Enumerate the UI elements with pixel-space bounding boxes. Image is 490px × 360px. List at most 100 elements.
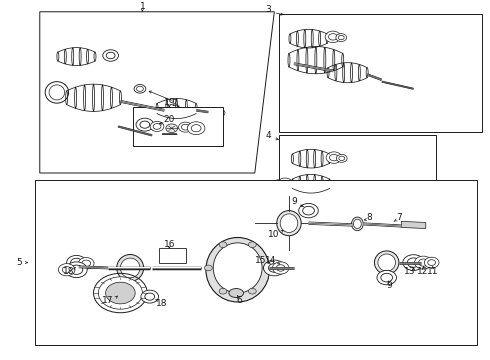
Circle shape bbox=[330, 154, 338, 161]
Circle shape bbox=[178, 122, 192, 132]
Circle shape bbox=[67, 255, 86, 270]
Circle shape bbox=[66, 262, 87, 278]
Ellipse shape bbox=[45, 82, 69, 103]
Text: 12: 12 bbox=[416, 267, 428, 276]
Circle shape bbox=[281, 180, 289, 186]
Circle shape bbox=[106, 52, 115, 59]
Circle shape bbox=[136, 118, 154, 131]
Text: 9: 9 bbox=[291, 197, 297, 206]
Bar bbox=[133, 107, 223, 146]
Circle shape bbox=[336, 33, 346, 41]
Ellipse shape bbox=[374, 251, 399, 274]
Circle shape bbox=[428, 260, 436, 265]
Circle shape bbox=[276, 265, 285, 271]
Circle shape bbox=[70, 265, 83, 274]
Circle shape bbox=[339, 156, 344, 161]
Circle shape bbox=[219, 242, 227, 248]
Circle shape bbox=[338, 35, 344, 40]
Ellipse shape bbox=[280, 214, 298, 233]
Circle shape bbox=[98, 277, 143, 309]
Bar bbox=[35, 180, 477, 345]
Ellipse shape bbox=[378, 254, 395, 271]
Text: 8: 8 bbox=[367, 212, 372, 221]
Text: 5: 5 bbox=[16, 258, 22, 267]
Text: 17: 17 bbox=[102, 296, 114, 305]
Circle shape bbox=[214, 109, 225, 117]
Circle shape bbox=[272, 262, 289, 274]
Text: 16: 16 bbox=[164, 240, 175, 249]
Text: 1: 1 bbox=[140, 2, 145, 11]
Polygon shape bbox=[40, 12, 274, 173]
Text: 18: 18 bbox=[156, 299, 168, 308]
Text: 14: 14 bbox=[265, 256, 276, 265]
Circle shape bbox=[82, 260, 91, 266]
Circle shape bbox=[204, 265, 212, 271]
Bar bbox=[159, 248, 186, 262]
Circle shape bbox=[424, 257, 439, 268]
Text: 3: 3 bbox=[266, 5, 271, 14]
Ellipse shape bbox=[277, 211, 301, 236]
Circle shape bbox=[71, 258, 82, 267]
Ellipse shape bbox=[353, 219, 361, 229]
Circle shape bbox=[103, 50, 119, 61]
Circle shape bbox=[326, 152, 342, 163]
Circle shape bbox=[137, 86, 144, 91]
Bar bbox=[279, 135, 436, 239]
Circle shape bbox=[166, 124, 177, 132]
Text: 2: 2 bbox=[172, 99, 177, 108]
Text: 19: 19 bbox=[164, 98, 175, 107]
Circle shape bbox=[407, 258, 420, 267]
Circle shape bbox=[219, 288, 227, 294]
Circle shape bbox=[181, 124, 189, 130]
Circle shape bbox=[191, 125, 201, 132]
Circle shape bbox=[58, 264, 75, 276]
Ellipse shape bbox=[213, 243, 262, 293]
Polygon shape bbox=[401, 221, 426, 229]
Circle shape bbox=[275, 181, 281, 185]
Text: 9: 9 bbox=[386, 282, 392, 291]
Text: 20: 20 bbox=[164, 116, 175, 125]
Circle shape bbox=[329, 33, 337, 40]
Circle shape bbox=[325, 31, 341, 42]
Circle shape bbox=[336, 154, 347, 162]
Circle shape bbox=[150, 121, 164, 131]
Ellipse shape bbox=[229, 289, 244, 297]
Circle shape bbox=[106, 282, 135, 304]
Text: 11: 11 bbox=[427, 267, 439, 276]
Circle shape bbox=[269, 264, 280, 272]
Circle shape bbox=[140, 121, 150, 128]
Circle shape bbox=[187, 122, 205, 135]
Bar bbox=[279, 14, 482, 132]
Circle shape bbox=[209, 110, 217, 116]
Circle shape bbox=[418, 259, 428, 266]
Circle shape bbox=[415, 256, 432, 269]
Circle shape bbox=[134, 85, 146, 93]
Circle shape bbox=[299, 203, 318, 218]
Text: 4: 4 bbox=[266, 131, 271, 140]
Text: 6: 6 bbox=[236, 296, 242, 305]
Circle shape bbox=[264, 260, 285, 276]
Circle shape bbox=[153, 123, 161, 129]
Text: 15: 15 bbox=[255, 256, 267, 265]
Circle shape bbox=[381, 273, 392, 282]
Text: 18: 18 bbox=[63, 267, 75, 276]
Circle shape bbox=[248, 242, 256, 248]
Ellipse shape bbox=[351, 217, 363, 231]
Circle shape bbox=[278, 178, 293, 189]
Circle shape bbox=[303, 206, 315, 215]
Text: 7: 7 bbox=[396, 213, 402, 222]
Text: 13: 13 bbox=[404, 267, 416, 276]
Circle shape bbox=[263, 265, 271, 271]
Circle shape bbox=[377, 270, 396, 285]
Ellipse shape bbox=[117, 255, 144, 282]
Ellipse shape bbox=[49, 85, 65, 100]
Circle shape bbox=[206, 108, 220, 118]
Circle shape bbox=[403, 255, 424, 270]
Circle shape bbox=[273, 180, 283, 187]
Text: 10: 10 bbox=[268, 230, 279, 239]
Circle shape bbox=[248, 288, 256, 294]
Circle shape bbox=[141, 290, 159, 303]
Circle shape bbox=[78, 257, 94, 269]
Circle shape bbox=[62, 266, 71, 273]
Circle shape bbox=[145, 293, 155, 300]
